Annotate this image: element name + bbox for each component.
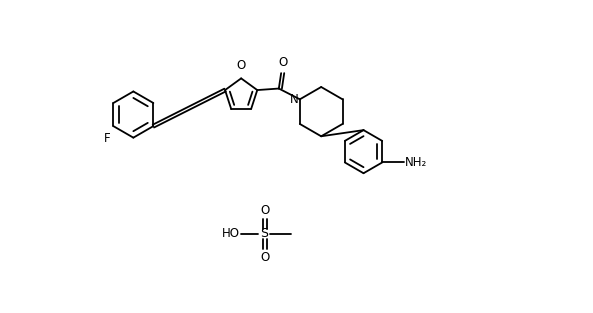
- Text: S: S: [260, 228, 268, 240]
- Text: F: F: [104, 132, 110, 145]
- Text: O: O: [260, 204, 269, 217]
- Text: NH₂: NH₂: [405, 156, 428, 169]
- Text: O: O: [278, 56, 287, 69]
- Text: O: O: [260, 251, 269, 264]
- Text: N: N: [291, 93, 299, 106]
- Text: HO: HO: [222, 228, 240, 240]
- Text: O: O: [237, 59, 246, 72]
